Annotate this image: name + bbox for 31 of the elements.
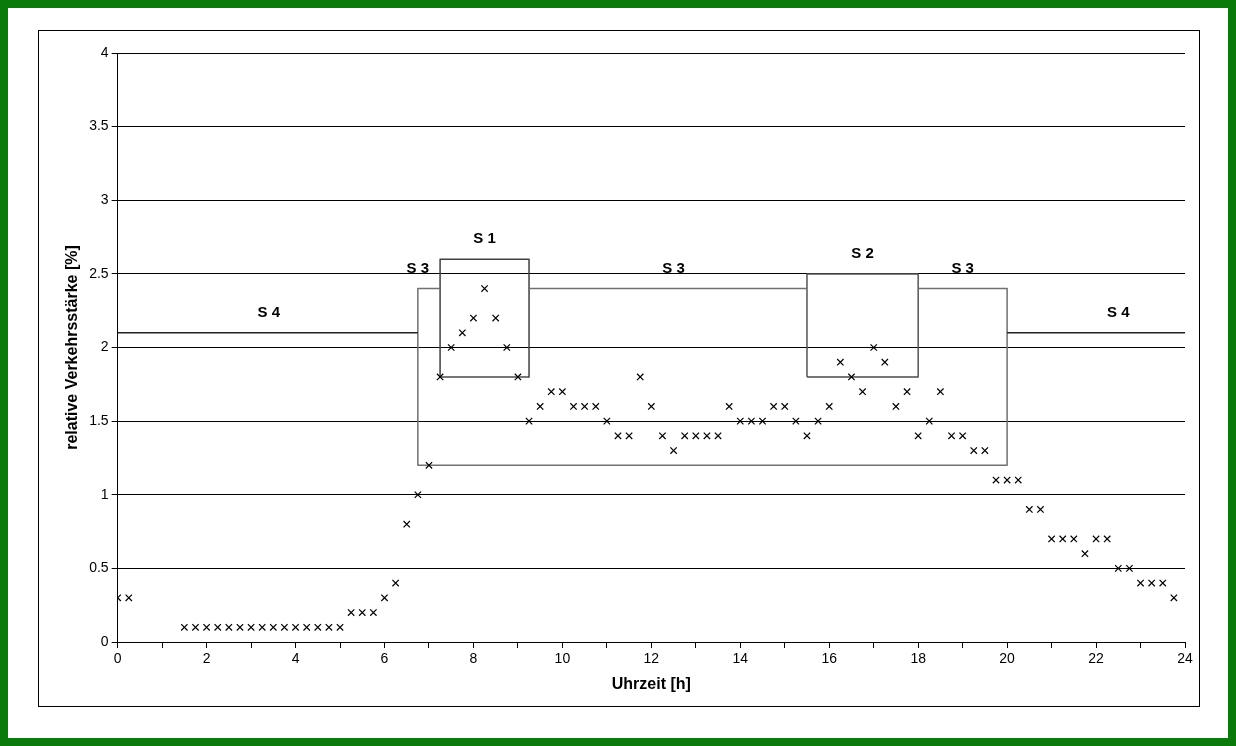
annotation: S 1	[473, 229, 496, 247]
x-tick-label: 10	[554, 650, 571, 667]
y-tick-label: 0.5	[89, 559, 109, 576]
y-tick-label: 2.5	[89, 264, 109, 281]
y-tick-label: 4	[100, 43, 109, 60]
annotation: S 4	[257, 302, 281, 320]
y-tick-label: 1	[100, 485, 109, 502]
annotation: S 3	[951, 258, 974, 276]
x-tick-label: 6	[380, 650, 389, 667]
annotation: S 2	[851, 244, 874, 262]
x-tick-label: 8	[469, 650, 478, 667]
y-tick-label: 1.5	[89, 411, 109, 428]
x-tick-label: 16	[821, 650, 838, 667]
x-tick-label: 24	[1177, 650, 1193, 667]
x-tick-label: 20	[999, 650, 1016, 667]
annotation: S 3	[662, 258, 685, 276]
x-tick-label: 0	[113, 650, 122, 667]
y-tick-label: 0	[100, 632, 109, 649]
x-axis-title: Uhrzeit [h]	[611, 674, 691, 692]
x-tick-label: 2	[202, 650, 211, 667]
x-tick-label: 22	[1088, 650, 1105, 667]
x-tick-label: 12	[643, 650, 660, 667]
annotation: S 4	[1107, 302, 1131, 320]
x-tick-label: 18	[910, 650, 927, 667]
x-tick-label: 4	[291, 650, 300, 667]
y-tick-label: 3.5	[89, 117, 109, 134]
annotation: S 3	[406, 258, 430, 276]
y-tick-label: 3	[100, 191, 109, 208]
y-tick-label: 2	[100, 338, 109, 355]
y-axis-title: relative Verkehrsstärke [%]	[63, 245, 81, 450]
x-tick-label: 14	[732, 650, 749, 667]
